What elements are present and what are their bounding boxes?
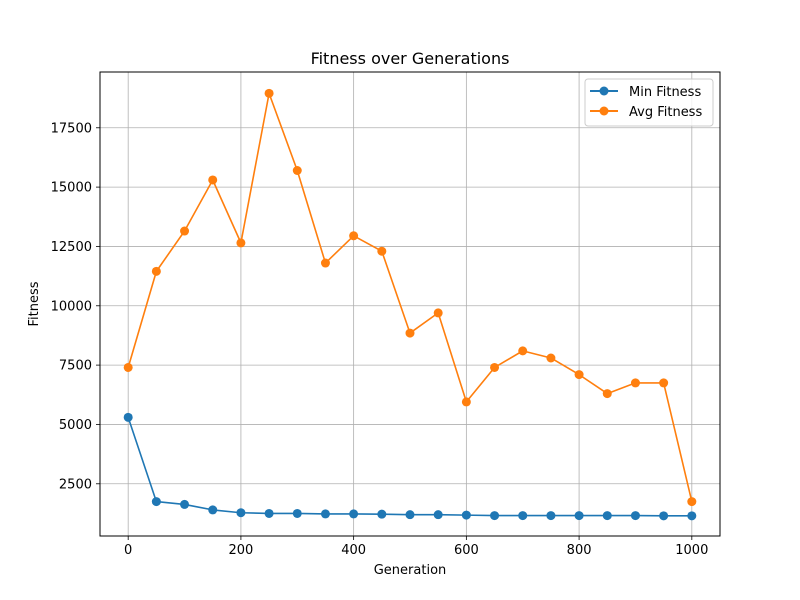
data-point-avg-fitness [236,238,246,248]
plot-area [100,72,720,536]
series-min-fitness [123,412,697,521]
series-avg-fitness [123,88,697,507]
data-point-min-fitness [349,509,359,519]
data-point-min-fitness [433,510,443,520]
data-point-avg-fitness [490,362,500,372]
data-point-min-fitness [630,511,640,521]
legend: Min Fitness Avg Fitness [584,78,714,127]
y-tick-label: 12500 [51,240,92,255]
data-point-min-fitness [236,508,246,518]
data-point-avg-fitness [518,346,528,356]
y-tick-label: 2500 [59,477,92,492]
x-tick-label: 800 [567,543,592,558]
data-point-avg-fitness [630,378,640,388]
data-point-min-fitness [151,497,161,507]
data-point-avg-fitness [574,370,584,380]
data-point-avg-fitness [151,266,161,276]
data-point-min-fitness [518,511,528,521]
x-tick-label: 1000 [675,543,708,558]
ticks: 0 200 400 600 800 1000 2500 5000 7500 10000 12500 1… [51,121,709,558]
data-point-min-fitness [123,412,133,422]
data-point-avg-fitness [461,397,471,407]
data-point-avg-fitness [687,497,697,507]
data-point-avg-fitness [208,175,218,185]
data-point-avg-fitness [546,353,556,363]
data-point-avg-fitness [264,88,274,98]
y-tick-label: 15000 [51,181,92,196]
data-point-min-fitness [292,508,302,518]
x-tick-label: 600 [454,543,479,558]
data-point-avg-fitness [377,246,387,256]
chart-title: Fitness over Generations [311,49,510,68]
legend-marker-min-fitness [599,86,609,96]
data-point-min-fitness [208,505,218,515]
data-point-min-fitness [180,499,190,509]
data-point-avg-fitness [349,231,359,241]
x-axis-label: Generation [374,563,447,578]
data-point-min-fitness [574,511,584,521]
data-point-min-fitness [602,511,612,521]
y-tick-label: 7500 [59,359,92,374]
data-point-min-fitness [687,511,697,521]
x-tick-label: 400 [341,543,366,558]
x-tick-label: 200 [228,543,253,558]
data-point-avg-fitness [602,389,612,399]
grid [100,72,720,536]
data-point-avg-fitness [320,258,330,268]
data-point-min-fitness [546,511,556,521]
data-point-min-fitness [377,509,387,519]
legend-label-min-fitness: Min Fitness [629,85,701,100]
data-point-min-fitness [264,508,274,518]
y-axis-label: Fitness [27,281,42,326]
y-tick-label: 10000 [51,299,92,314]
data-point-min-fitness [320,509,330,519]
data-point-min-fitness [461,510,471,520]
data-point-avg-fitness [433,308,443,318]
data-point-avg-fitness [405,328,415,338]
data-point-min-fitness [490,511,500,521]
data-point-avg-fitness [180,226,190,236]
plot-frame [99,71,721,537]
series-layer [123,88,697,521]
legend-marker-avg-fitness [599,106,609,116]
x-tick-label: 0 [124,543,132,558]
legend-label-avg-fitness: Avg Fitness [629,105,702,120]
data-point-avg-fitness [123,362,133,372]
y-tick-label: 5000 [59,418,92,433]
data-point-avg-fitness [659,378,669,388]
data-point-avg-fitness [292,165,302,175]
data-point-min-fitness [659,511,669,521]
data-point-min-fitness [405,510,415,520]
y-tick-label: 17500 [51,121,92,136]
